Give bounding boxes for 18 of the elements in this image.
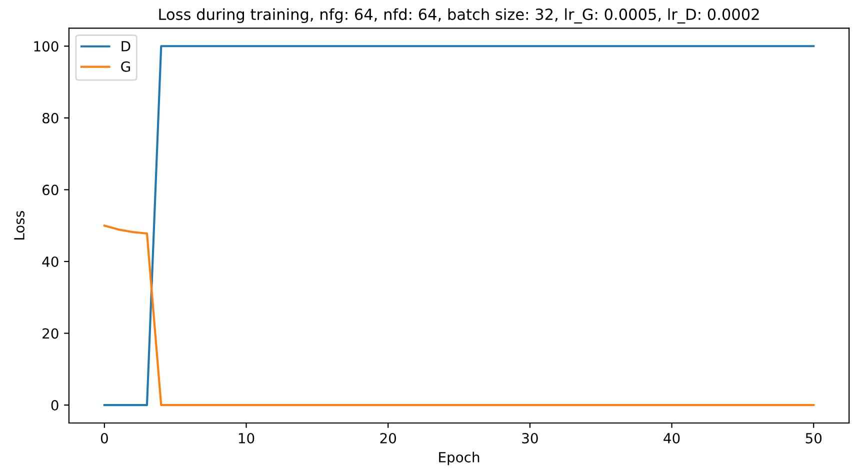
x-tick-label: 50	[806, 432, 822, 444]
y-tick-label: 40	[42, 256, 58, 267]
x-tick-label: 20	[380, 432, 396, 444]
x-tick-label: 40	[664, 432, 680, 444]
x-tick-label: 10	[238, 432, 254, 444]
x-tick-label: 0	[100, 432, 108, 444]
line-series	[103, 224, 815, 406]
y-tick-label: 100	[34, 41, 58, 52]
y-tick-label: 0	[51, 400, 58, 411]
legend-label: G	[121, 61, 130, 72]
legend-label: D	[122, 41, 130, 52]
y-tick-label: 60	[42, 184, 58, 196]
y-tick-label: 20	[42, 328, 58, 339]
x-tick-label: 30	[522, 432, 538, 444]
y-tick-label: 80	[42, 112, 58, 124]
chart-title: Loss during training, nfg: 64, nfd: 64, batch size: 32, lr_G: 0.0005, lr_D: 0.0002	[159, 8, 759, 24]
y-axis-title: Loss	[14, 211, 24, 240]
x-axis-title: Epoch	[439, 452, 480, 466]
